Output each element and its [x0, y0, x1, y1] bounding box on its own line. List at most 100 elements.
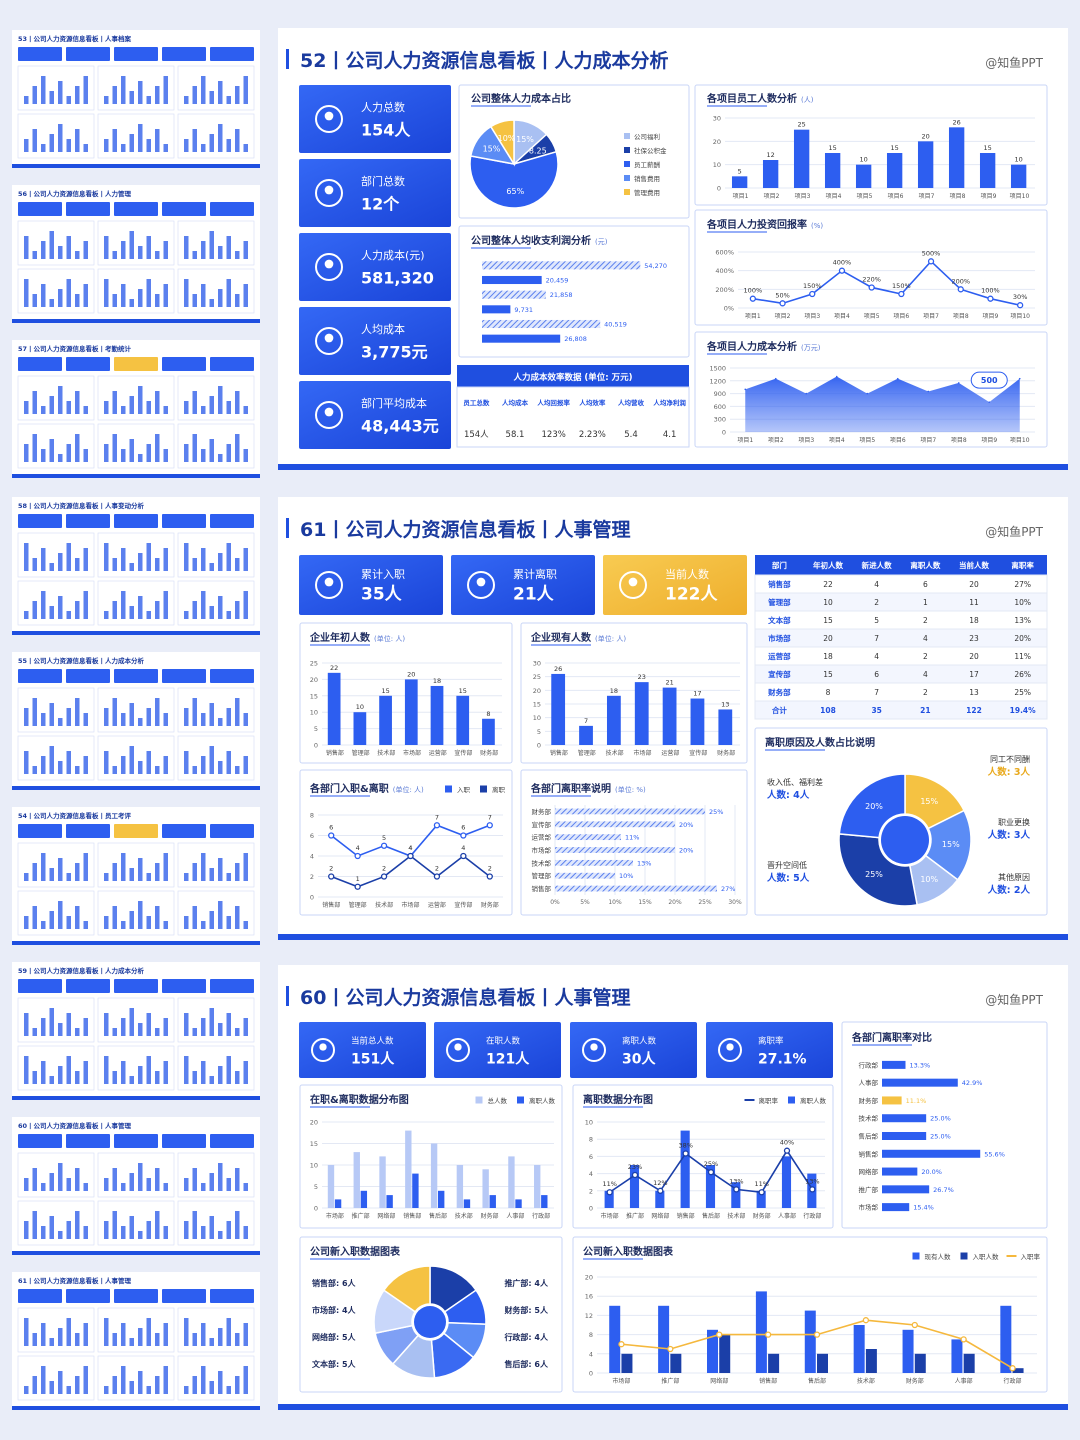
panel-unit: (单位: 人) [595, 634, 626, 643]
thumbnail-decor [112, 766, 117, 774]
data-label: 6 [461, 824, 465, 832]
bar [327, 1165, 335, 1208]
bar [515, 1199, 522, 1208]
thumbnail-decor [146, 236, 151, 259]
thumbnail-decor [209, 231, 214, 259]
marker [657, 1187, 664, 1194]
thumbnail-decor [75, 906, 80, 929]
thumbnail-decor [209, 868, 214, 881]
bar [541, 1195, 548, 1208]
thumbnail-decor [18, 1134, 62, 1148]
table-header [457, 365, 689, 387]
kpi-card [603, 555, 747, 615]
thumbnail-decor [129, 703, 134, 726]
kpi-icon [315, 571, 343, 599]
thumbnail-decor [235, 906, 240, 929]
thumbnail-decor [243, 1366, 248, 1394]
thumbnail-decor [192, 1376, 197, 1394]
hire-label: 市场部: 4人 [312, 1305, 357, 1315]
thumbnail-decor [104, 236, 109, 259]
thumbnail-decor [162, 824, 206, 838]
title-mark [286, 49, 289, 69]
panel-title: 离职原因及人数占比说明 [765, 736, 875, 749]
x-tick-label: 管理部 [352, 749, 370, 757]
y-tick-label: 0 [314, 1205, 318, 1213]
kpi-value: 30人 [622, 1050, 656, 1067]
legend-label: 总人数 [488, 1096, 508, 1105]
thumbnail-decor [97, 997, 175, 1043]
marker [380, 842, 388, 849]
kpi-label: 当前人数 [665, 567, 709, 581]
thumbnail-decor [18, 357, 62, 371]
thumbnail-decor [129, 911, 134, 929]
legend-label: 离职人数 [800, 1096, 827, 1105]
x-tick-label: 人事部 [506, 1212, 524, 1220]
data-label: 25 [798, 121, 806, 129]
table-cell: 20 [823, 634, 833, 643]
bar [865, 1349, 877, 1373]
thumbnail-decor [192, 1071, 197, 1084]
thumbnail-decor [163, 241, 168, 259]
thumbnail-decor [226, 279, 231, 307]
thumbnail-decor [24, 444, 29, 462]
table [456, 386, 690, 448]
marker [987, 295, 994, 302]
thumbnail-title: 53丨公司人力资源信息看板丨人事档案 [18, 34, 132, 43]
thumbnail-decor [155, 1211, 160, 1239]
bar [555, 872, 615, 879]
kpi-label: 人均成本 [361, 322, 405, 336]
thumbnail-decor [97, 423, 175, 469]
x-tick-label: 技术部 [375, 901, 393, 909]
thumbnail-decor [75, 1028, 80, 1036]
y-tick-label: 6 [589, 1153, 593, 1161]
thumbnail-decor [58, 1066, 63, 1084]
table-cell: 2.23% [579, 430, 606, 440]
thumbnail-decor [32, 558, 37, 571]
thumbnail-decor [32, 863, 37, 881]
table-row [754, 592, 1048, 612]
thumbnail-decor [104, 916, 109, 929]
thumbnail-decor [66, 1134, 110, 1148]
thumbnail-decor [75, 766, 80, 774]
thumbnail-decor [218, 858, 223, 881]
thumbnail-decor [218, 81, 223, 104]
data-label: 1 [356, 875, 360, 883]
thumbnail-decor [112, 129, 117, 152]
slice [469, 150, 559, 209]
thumbnail-decor [97, 1355, 175, 1401]
reason-count: 人数: 5人 [767, 872, 810, 884]
table-cell: 合计 [772, 705, 787, 715]
panel-title: 公司整体人力成本占比 [471, 92, 571, 105]
thumbnail-decor [209, 439, 214, 462]
slide-title: 52丨公司人力资源信息看板丨人力成本分析 [300, 49, 668, 72]
x-tick-label: 技术部 [606, 749, 624, 757]
table-header-cell: 人均成本 [502, 398, 529, 407]
thumbnail-decor [17, 1200, 95, 1246]
data-label: 2 [329, 865, 333, 873]
thumbnail-decor [129, 1008, 134, 1036]
thumbnail-decor [129, 1216, 134, 1239]
reason-count: 人数: 4人 [767, 789, 810, 801]
kpi-value: 21人 [513, 584, 555, 604]
thumbnail-decor [146, 916, 151, 929]
thumbnail-decor [83, 144, 88, 152]
thumbnail-decor [177, 375, 255, 421]
x-tick-label: 技术部 [377, 749, 395, 757]
thumbnail-decor [97, 580, 175, 626]
thumbnail-decor [218, 901, 223, 929]
thumbnail-decor [58, 124, 63, 152]
thumbnail-decor [146, 1221, 151, 1239]
thumbnail-decor [24, 279, 29, 307]
thumbnail-decor [210, 669, 254, 683]
data-label: 12 [767, 151, 775, 159]
data-label: 2 [435, 865, 439, 873]
y-tick-label: 财务部 [859, 1096, 879, 1105]
thumbnail-decor [162, 47, 206, 61]
x-tick-label: 项目6 [890, 437, 906, 444]
thumbnail-decor [218, 718, 223, 726]
hire-label: 推广部: 4人 [504, 1278, 549, 1288]
thumbnail-decor [201, 284, 206, 307]
thumbnail-decor [177, 1045, 255, 1091]
thumbnail-decor [192, 906, 197, 929]
